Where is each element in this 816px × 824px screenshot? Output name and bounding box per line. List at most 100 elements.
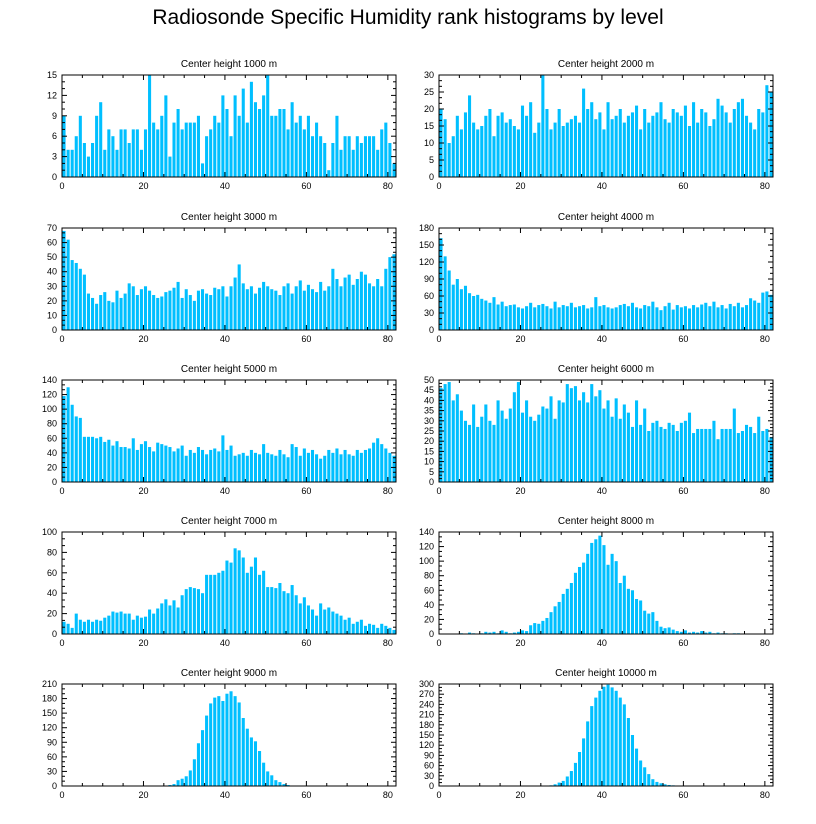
histogram-bar	[541, 620, 545, 634]
histogram-bar	[610, 687, 614, 786]
histogram-bar	[302, 129, 306, 177]
histogram-bar	[553, 122, 557, 177]
histogram-bar	[86, 619, 91, 634]
panel-title: Center height 8000 m	[558, 516, 654, 527]
histogram-bar	[367, 136, 372, 177]
histogram-bar	[115, 441, 119, 482]
histogram-bar	[367, 283, 372, 330]
histogram-bar	[95, 303, 99, 330]
histogram-bar	[692, 305, 696, 330]
histogram-bar	[679, 115, 683, 177]
histogram-bar	[274, 780, 278, 786]
histogram-bar	[111, 302, 115, 330]
histogram-bar	[753, 300, 757, 330]
histogram-bar	[720, 428, 724, 482]
histogram-bar	[769, 294, 773, 330]
x-tick-label: 60	[678, 486, 688, 496]
histogram-bar	[451, 284, 455, 330]
histogram-bar	[282, 454, 286, 482]
histogram-bar	[343, 277, 347, 330]
histogram-bar	[148, 609, 152, 634]
histogram-bar	[270, 115, 274, 177]
histogram-bar	[675, 631, 679, 634]
histogram-bar	[233, 548, 237, 634]
histogram-bar	[700, 109, 704, 177]
histogram-bar	[148, 290, 152, 330]
histogram-bar	[651, 612, 655, 634]
histogram-bar	[176, 780, 180, 786]
histogram-bar	[270, 587, 274, 634]
histogram-bar	[716, 307, 720, 330]
histogram-bar	[266, 75, 270, 177]
histogram-bar	[294, 122, 298, 177]
histogram-bar	[757, 416, 761, 482]
histogram-bar	[229, 562, 233, 634]
histogram-bar	[557, 400, 561, 482]
histogram-bar	[62, 396, 66, 482]
histogram-bar	[480, 126, 484, 177]
histogram-bar	[557, 601, 561, 634]
histogram-bar	[671, 629, 675, 634]
y-tick-label: 70	[47, 223, 57, 233]
histogram-bar	[107, 300, 111, 330]
histogram-bar	[95, 619, 99, 634]
histogram-bar	[278, 109, 282, 177]
histogram-bar	[484, 300, 488, 330]
panel-1: Center height 1000 m 0 20 40 60 80 0 3 6 9 12 15	[47, 59, 397, 191]
y-tick-label: 60	[424, 585, 434, 595]
histogram-bar	[533, 132, 537, 177]
histogram-bar	[683, 306, 687, 330]
histogram-bar	[533, 420, 537, 482]
y-tick-label: 45	[424, 385, 434, 395]
y-tick-label: 80	[424, 571, 434, 581]
histogram-bar	[553, 301, 557, 330]
histogram-bar	[70, 149, 74, 177]
histogram-bar	[679, 422, 683, 482]
histogram-bar	[590, 307, 594, 330]
histogram-bar	[516, 307, 520, 330]
histogram-bar	[180, 595, 184, 634]
histogram-bar	[476, 129, 480, 177]
y-tick-label: 120	[419, 542, 434, 552]
histogram-bar	[188, 770, 192, 786]
histogram-bar	[598, 112, 602, 177]
histogram-bar	[508, 119, 512, 177]
histogram-bar	[577, 306, 582, 330]
histogram-bar	[663, 628, 667, 634]
histogram-bar	[294, 595, 298, 634]
histogram-bar	[253, 741, 258, 786]
y-tick-label: 60	[424, 761, 434, 771]
histogram-bar	[573, 762, 577, 786]
histogram-bar	[347, 136, 351, 177]
histogram-bar	[614, 690, 618, 786]
histogram-bar	[70, 404, 74, 482]
y-tick-label: 50	[47, 252, 57, 262]
histogram-bar	[327, 286, 331, 330]
histogram-bar	[712, 420, 716, 482]
histogram-bar	[529, 416, 533, 482]
histogram-bar	[553, 418, 557, 482]
histogram-bar	[500, 410, 504, 482]
histogram-bar	[647, 774, 651, 786]
histogram-bar	[233, 455, 237, 482]
histogram-bar	[700, 304, 704, 330]
histogram-bar	[569, 119, 573, 177]
histogram-bar	[258, 454, 262, 482]
histogram-bar	[99, 436, 103, 482]
x-tick-label: 20	[138, 486, 148, 496]
histogram-bar	[82, 274, 86, 330]
y-tick-label: 40	[424, 600, 434, 610]
histogram-bar	[127, 613, 131, 634]
y-tick-label: 30	[424, 771, 434, 781]
histogram-bar	[355, 136, 359, 177]
histogram-bar	[86, 293, 91, 330]
histogram-bar	[476, 426, 480, 482]
histogram-bar	[62, 621, 66, 634]
histogram-bar	[582, 392, 586, 482]
histogram-bar	[541, 75, 545, 177]
y-tick-label: 180	[419, 223, 434, 233]
histogram-bar	[107, 129, 111, 177]
histogram-bar	[663, 428, 667, 482]
histogram-bar	[537, 122, 541, 177]
histogram-bar	[736, 433, 740, 482]
